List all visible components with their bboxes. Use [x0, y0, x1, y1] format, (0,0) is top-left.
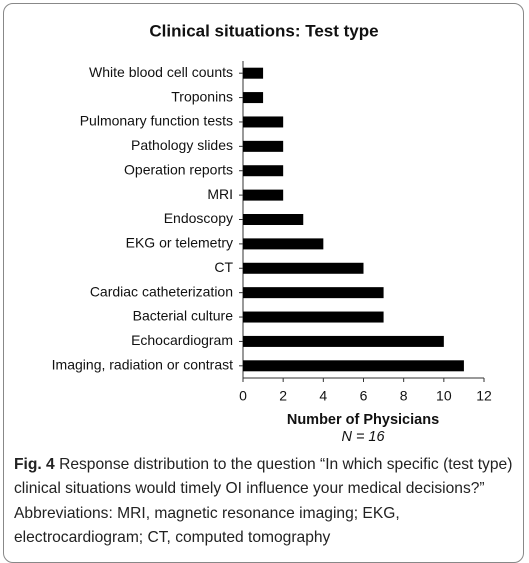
bar [243, 189, 284, 201]
bar [243, 287, 384, 299]
y-tick-label: Endoscopy [164, 210, 233, 226]
bar [243, 214, 304, 225]
bar [243, 311, 384, 323]
x-tick-label: 2 [279, 388, 287, 404]
chart: Clinical situations: Test type Number of… [52, 21, 492, 445]
bar [243, 360, 464, 372]
bar [243, 165, 284, 177]
caption-text: Response distribution to the question “I… [14, 456, 513, 546]
y-tick-label: EKG or telemetry [126, 235, 233, 251]
y-tick-label: Echocardiogram [131, 332, 233, 348]
y-tick-label: MRI [207, 186, 233, 202]
bar [243, 140, 284, 152]
bar [243, 116, 284, 128]
bar [243, 67, 264, 79]
y-tick-label: Pathology slides [131, 137, 233, 153]
y-tick-label: Cardiac catheterization [90, 283, 233, 299]
bar [243, 262, 364, 274]
annotation: N = 16 [341, 429, 385, 445]
y-tick-label: Imaging, radiation or contrast [52, 357, 233, 373]
chart-title: Clinical situations: Test type [149, 21, 378, 40]
y-tick-label: Bacterial culture [133, 308, 234, 324]
x-tick-label: 8 [400, 388, 408, 404]
caption: Fig. 4 Response distribution to the ques… [14, 453, 519, 550]
x-tick-label: 12 [476, 388, 492, 404]
bar [243, 238, 324, 250]
y-tick-label: White blood cell counts [89, 64, 233, 80]
x-tick-label: 6 [360, 388, 368, 404]
y-tick-label: Operation reports [124, 161, 233, 177]
bar [243, 335, 444, 347]
bar [243, 92, 264, 104]
y-tick-label: Troponins [171, 88, 233, 104]
page: {"chart_data": {"type": "bar", "orientat… [3, 3, 524, 563]
x-tick-label: 0 [239, 388, 247, 404]
y-tick-label: CT [214, 259, 233, 275]
x-axis-label: Number of Physicians [287, 412, 439, 428]
x-tick-label: 4 [319, 388, 327, 404]
x-tick-label: 10 [436, 388, 452, 404]
figure-label: Fig. 4 [14, 456, 55, 473]
y-tick-label: Pulmonary function tests [80, 113, 233, 129]
